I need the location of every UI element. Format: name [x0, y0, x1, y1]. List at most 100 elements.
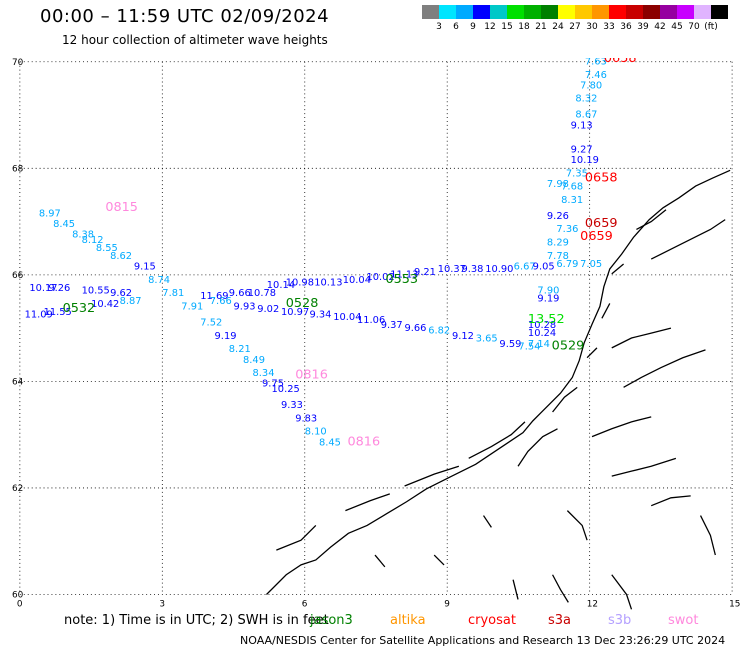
swh-value: 8.74: [148, 275, 170, 286]
swh-value: 7.98: [547, 179, 569, 190]
wave-height-observations: 8.978.458.388.128.558.629.158.747.817.91…: [25, 58, 607, 448]
swh-value: 9.15: [134, 262, 156, 273]
swh-value: 9.21: [414, 267, 436, 278]
satellite-legend-item: swot: [668, 613, 699, 628]
y-tick-label: 60: [12, 590, 24, 600]
colorbar-swatch: [694, 5, 711, 19]
swh-value: 8.31: [561, 195, 583, 206]
swh-value: 10.24: [528, 328, 556, 339]
swh-value: 6.82: [428, 325, 450, 336]
colorbar-swatch: [643, 5, 660, 19]
colorbar-swatch: [507, 5, 524, 19]
swh-value: 10.97: [281, 307, 309, 318]
swh-value: 8.34: [253, 368, 275, 379]
colorbar-label: 12: [484, 22, 496, 32]
pass-time-label: 0816: [347, 434, 380, 449]
swh-value: 9.62: [110, 288, 132, 299]
swh-value: 9.59: [499, 339, 521, 350]
y-tick-label: 64: [12, 377, 24, 387]
swh-value: 8.38: [72, 230, 94, 241]
satellite-legend-item: jason3: [310, 613, 353, 628]
colorbar-label: 21: [535, 22, 547, 32]
pass-time-label: 0529: [552, 338, 585, 353]
swh-value: 11.09: [25, 309, 53, 320]
swh-value: 10.13: [314, 278, 342, 289]
swh-value: 7.78: [547, 251, 569, 262]
satellite-legend-item: altika: [390, 613, 426, 628]
swh-value: 10.14: [267, 280, 295, 291]
colorbar-label: 30: [586, 22, 598, 32]
swh-value: 9.83: [295, 413, 317, 424]
swh-value: 7.05: [580, 259, 602, 270]
x-tick-label: 0: [17, 599, 23, 609]
colorbar-swatch: [558, 5, 575, 19]
swh-value: 9.05: [533, 262, 555, 273]
swh-value: 7.46: [585, 70, 607, 81]
colorbar-label: 3: [436, 22, 442, 32]
colorbar-label: 6: [453, 22, 459, 32]
x-tick-label: 6: [302, 599, 308, 609]
swh-value: 10.90: [485, 264, 513, 275]
swh-value: 9.66: [229, 288, 251, 299]
credit-text: NOAA/NESDIS Center for Satellite Applica…: [240, 634, 726, 647]
swh-value: 9.19: [215, 331, 237, 342]
swh-value: 9.02: [257, 304, 279, 315]
colorbar-label: (ft): [704, 22, 718, 32]
pass-time-label: 0658: [585, 171, 618, 186]
swh-value: 10.98: [286, 278, 314, 289]
swh-value: 10.04: [343, 275, 371, 286]
swh-value: 8.45: [53, 219, 75, 230]
gridlines: [19, 61, 733, 595]
pass-time-label: 0659: [585, 216, 618, 231]
swh-value: 7.35: [566, 168, 588, 179]
pass-time-label: 0532: [63, 301, 96, 316]
swh-value: 7.52: [200, 317, 222, 328]
title: 00:00 – 11:59 UTC 02/09/2024: [40, 6, 330, 27]
x-tick-label: 12: [587, 599, 598, 609]
colorbar-swatch: [541, 5, 558, 19]
pass-time-label: 0816: [295, 368, 328, 383]
swh-value: 9.33: [281, 400, 303, 411]
swh-value: 7.54: [518, 341, 540, 352]
colorbar-swatch: [575, 5, 592, 19]
pass-time-label: 0658: [604, 58, 637, 66]
swh-value: 7.91: [181, 301, 203, 312]
swh-value: 11.69: [200, 291, 228, 302]
swh-value: 7.14: [528, 339, 550, 350]
swh-value: 8.29: [547, 238, 569, 249]
swh-value: 10.02: [366, 272, 394, 283]
swh-value: 9.75: [262, 379, 284, 390]
subtitle: 12 hour collection of altimeter wave hei…: [62, 33, 328, 47]
swh-value: 11.13: [390, 270, 418, 281]
satellite-legend-item: s3a: [548, 613, 572, 628]
swh-value: 10.78: [248, 288, 276, 299]
colorbar-swatch: [711, 5, 728, 19]
satellite-legend-item: cryosat: [468, 613, 516, 628]
swh-value: 8.97: [39, 208, 61, 219]
swh-value: 10.42: [91, 299, 119, 310]
swh-value: 8.87: [120, 296, 142, 307]
swh-value: 7.63: [585, 58, 607, 67]
swh-value: 10.04: [333, 312, 361, 323]
colorbar-swatch: [677, 5, 694, 19]
swh-value: 6.79: [556, 259, 578, 270]
swh-value: 7.68: [561, 182, 583, 193]
pass-time-label: 0659: [580, 229, 613, 244]
x-tick-label: 9: [444, 599, 450, 609]
y-tick-label: 68: [12, 164, 24, 174]
swh-value: 3.65: [476, 333, 498, 344]
colorbar-swatch: [422, 5, 439, 19]
y-tick-label: 66: [12, 271, 24, 281]
swh-value: 10.17: [29, 283, 57, 294]
swh-value: 8.10: [305, 427, 327, 438]
swh-value: 9.13: [571, 120, 593, 131]
swh-value: 8.32: [575, 94, 597, 105]
swh-value: 9.27: [571, 144, 593, 155]
swh-value: 10.55: [82, 286, 110, 297]
colorbar-swatch: [439, 5, 456, 19]
colorbar-label: 18: [518, 22, 530, 32]
swh-value: 7.66: [210, 296, 232, 307]
swh-value: 8.21: [229, 344, 251, 355]
swh-value: 10.37: [438, 264, 466, 275]
